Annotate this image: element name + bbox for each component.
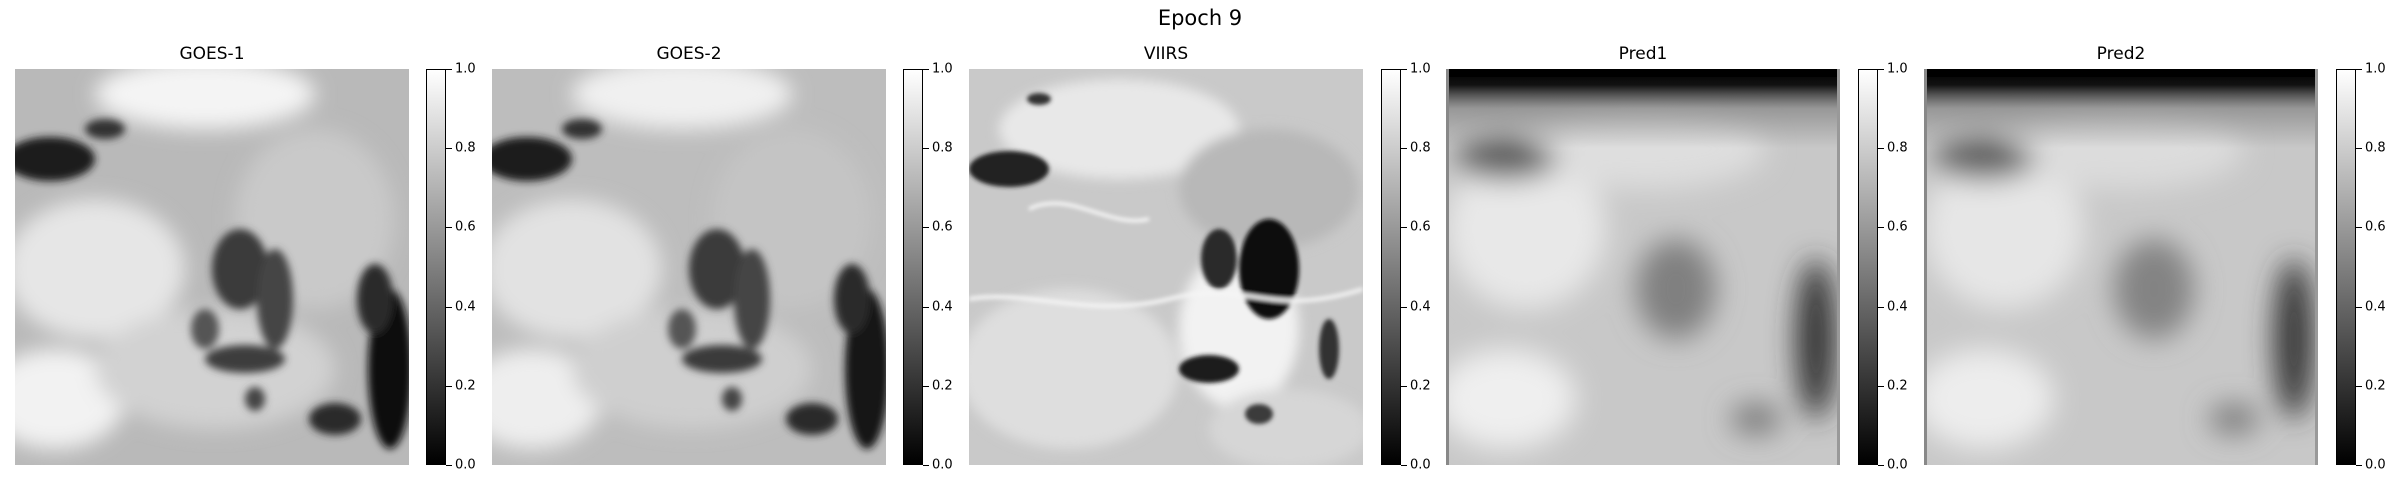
- colorbar-tick-label: 0.2: [1410, 378, 1431, 394]
- colorbar-tick: [1878, 307, 1884, 308]
- colorbar-tick: [923, 465, 929, 466]
- colorbar-tick: [1401, 386, 1407, 387]
- colorbar-tick: [2356, 227, 2362, 228]
- colorbar-tick-label: 0.4: [1887, 299, 1908, 315]
- colorbar-tick: [923, 307, 929, 308]
- colorbar-tick: [923, 386, 929, 387]
- colorbar-tick-label: 1.0: [455, 61, 476, 77]
- panel-title-pred1: Pred1: [1618, 44, 1668, 64]
- colorbar-tick: [446, 148, 452, 149]
- colorbar-tick: [446, 227, 452, 228]
- colorbar-tick: [1401, 465, 1407, 466]
- colorbar-tick-label: 0.4: [932, 299, 953, 315]
- colorbar-tick-label: 0.8: [455, 140, 476, 156]
- panel-title-viirs: VIIRS: [1143, 44, 1189, 64]
- colorbar-goes-2: [903, 69, 923, 465]
- figure-title: Epoch 9: [1157, 6, 1243, 30]
- colorbar-tick-label: 0.4: [2365, 299, 2386, 315]
- colorbar-tick-label: 0.6: [455, 219, 476, 235]
- panel-title-goes-2: GOES-2: [656, 44, 722, 64]
- colorbar-tick: [1401, 148, 1407, 149]
- colorbar-tick-label: 0.2: [932, 378, 953, 394]
- panel-title-pred2: Pred2: [2096, 44, 2146, 64]
- colorbar-tick-label: 0.6: [2365, 219, 2386, 235]
- colorbar-tick-label: 0.6: [1887, 219, 1908, 235]
- colorbar-tick: [1401, 69, 1407, 70]
- image-viirs: [969, 69, 1363, 465]
- colorbar-tick-label: 1.0: [1887, 61, 1908, 77]
- colorbar-goes-1: [426, 69, 446, 465]
- colorbar-tick-label: 1.0: [932, 61, 953, 77]
- colorbar-tick-label: 0.0: [1410, 457, 1431, 473]
- colorbar-tick-label: 0.0: [932, 457, 953, 473]
- colorbar-tick-label: 0.8: [1887, 140, 1908, 156]
- colorbar-tick: [1878, 465, 1884, 466]
- colorbar-tick-label: 0.0: [1887, 457, 1908, 473]
- colorbar-tick: [2356, 465, 2362, 466]
- colorbar-tick: [923, 227, 929, 228]
- colorbar-tick-label: 0.8: [2365, 140, 2386, 156]
- image-goes-2: [492, 69, 886, 465]
- colorbar-tick: [1401, 307, 1407, 308]
- colorbar-tick: [1878, 148, 1884, 149]
- image-pred2: [1924, 69, 2318, 465]
- colorbar-tick: [2356, 307, 2362, 308]
- colorbar-tick: [2356, 69, 2362, 70]
- panel-title-goes-1: GOES-1: [179, 44, 245, 64]
- colorbar-tick: [446, 69, 452, 70]
- colorbar-tick-label: 0.6: [1410, 219, 1431, 235]
- colorbar-tick: [2356, 148, 2362, 149]
- colorbar-tick: [446, 465, 452, 466]
- image-goes-1: [15, 69, 409, 465]
- colorbar-tick-label: 1.0: [2365, 61, 2386, 77]
- colorbar-tick: [1878, 69, 1884, 70]
- colorbar-tick: [2356, 386, 2362, 387]
- colorbar-viirs: [1381, 69, 1401, 465]
- colorbar-tick-label: 0.6: [932, 219, 953, 235]
- colorbar-pred1: [1858, 69, 1878, 465]
- colorbar-tick: [1878, 227, 1884, 228]
- colorbar-tick: [923, 69, 929, 70]
- colorbar-tick-label: 0.2: [2365, 378, 2386, 394]
- image-pred1: [1446, 69, 1840, 465]
- colorbar-tick-label: 0.2: [455, 378, 476, 394]
- colorbar-tick: [446, 307, 452, 308]
- colorbar-tick: [446, 386, 452, 387]
- colorbar-tick-label: 0.8: [932, 140, 953, 156]
- colorbar-tick: [1878, 386, 1884, 387]
- colorbar-tick-label: 0.2: [1887, 378, 1908, 394]
- colorbar-tick-label: 0.4: [1410, 299, 1431, 315]
- colorbar-tick-label: 1.0: [1410, 61, 1431, 77]
- colorbar-tick-label: 0.4: [455, 299, 476, 315]
- colorbar-tick: [923, 148, 929, 149]
- colorbar-tick: [1401, 227, 1407, 228]
- colorbar-tick-label: 0.8: [1410, 140, 1431, 156]
- colorbar-pred2: [2336, 69, 2356, 465]
- colorbar-tick-label: 0.0: [2365, 457, 2386, 473]
- colorbar-tick-label: 0.0: [455, 457, 476, 473]
